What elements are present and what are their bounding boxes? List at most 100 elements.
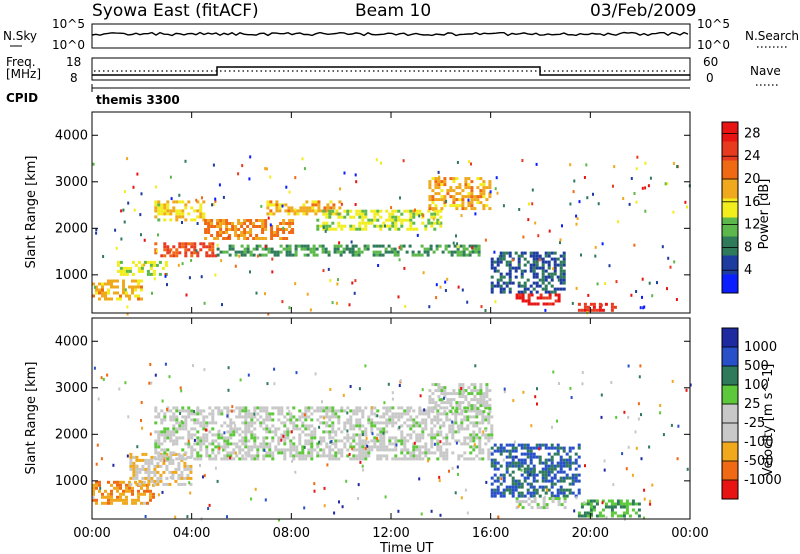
echo-cell xyxy=(141,476,145,480)
echo-cell xyxy=(153,470,157,474)
echo-cell xyxy=(364,446,367,450)
echo-cell xyxy=(388,212,392,216)
echo-cell xyxy=(466,424,470,428)
echo-cell xyxy=(140,285,143,289)
echo-cell xyxy=(554,293,558,297)
echo-cell xyxy=(388,409,392,413)
echo-cell xyxy=(431,392,435,396)
echo-cell xyxy=(175,409,179,413)
echo-cell xyxy=(134,263,138,267)
echo-cell xyxy=(648,281,651,285)
echo-cell xyxy=(305,212,309,216)
echo-cell xyxy=(178,215,182,219)
echo-cell xyxy=(101,495,104,499)
echo-cell xyxy=(481,412,485,416)
echo-cell xyxy=(208,245,212,249)
echo-cell xyxy=(470,404,474,408)
echo-cell xyxy=(169,476,172,479)
echo-cell xyxy=(485,198,489,202)
echo-cell xyxy=(424,442,428,446)
echo-cell xyxy=(298,436,302,440)
echo-cell xyxy=(143,492,146,496)
echo-cell xyxy=(423,250,427,254)
echo-cell xyxy=(193,209,197,213)
echo-cell xyxy=(157,454,161,458)
echo-cell xyxy=(258,253,262,257)
echo-cell xyxy=(238,415,242,419)
echo-cell xyxy=(265,167,268,171)
echo-cell xyxy=(95,231,98,235)
echo-cell xyxy=(328,445,332,449)
echo-cell xyxy=(131,489,134,493)
echo-cell xyxy=(131,260,135,264)
echo-cell xyxy=(165,476,169,480)
echo-cell xyxy=(417,250,421,254)
echo-cell xyxy=(334,430,338,434)
echo-cell xyxy=(514,461,518,465)
echo-cell xyxy=(342,250,346,254)
echo-cell xyxy=(125,266,129,270)
echo-cell xyxy=(573,509,576,513)
echo-cell xyxy=(211,418,215,422)
echo-cell xyxy=(532,260,536,264)
echo-cell xyxy=(334,439,338,443)
echo-cell xyxy=(163,436,167,440)
echo-cell xyxy=(490,266,494,270)
echo-cell xyxy=(499,491,503,495)
echo-cell xyxy=(388,439,392,443)
echo-cell xyxy=(107,282,110,286)
echo-cell xyxy=(341,505,344,509)
echo-cell xyxy=(415,439,419,443)
echo-cell xyxy=(439,448,443,452)
echo-cell xyxy=(428,204,432,208)
echo-cell xyxy=(168,461,172,465)
echo-cell xyxy=(394,227,398,231)
echo-cell xyxy=(458,183,462,187)
echo-cell xyxy=(115,246,118,250)
echo-cell xyxy=(505,461,509,465)
echo-cell xyxy=(261,228,265,231)
echo-cell xyxy=(187,409,191,413)
echo-cell xyxy=(309,308,312,312)
echo-cell xyxy=(613,502,617,506)
echo-cell xyxy=(406,451,410,455)
echo-cell xyxy=(196,251,200,255)
echo-cell xyxy=(95,291,98,295)
echo-cell xyxy=(433,436,437,440)
echo-cell xyxy=(346,454,350,458)
echo-cell xyxy=(244,418,248,422)
echo-cell xyxy=(225,437,228,441)
echo-cell xyxy=(204,222,208,225)
echo-cell xyxy=(493,479,497,483)
echo-cell xyxy=(522,235,525,239)
echo-cell xyxy=(666,287,668,291)
echo-cell xyxy=(222,448,225,452)
echo-cell xyxy=(490,275,494,279)
echo-cell xyxy=(437,180,441,184)
echo-cell xyxy=(171,458,175,462)
echo-cell xyxy=(415,448,419,452)
echo-cell xyxy=(352,409,356,413)
echo-cell xyxy=(138,482,142,486)
echo-cell xyxy=(266,206,270,210)
echo-cell xyxy=(313,482,316,486)
echo-cell xyxy=(385,454,389,458)
echo-cell xyxy=(166,433,170,437)
echo-cell xyxy=(131,501,134,505)
echo-cell xyxy=(137,495,140,499)
echo-cell xyxy=(248,177,251,181)
echo-cell xyxy=(172,439,176,443)
echo-cell xyxy=(157,436,161,440)
cpid-label: CPID xyxy=(6,91,38,105)
echo-cell xyxy=(470,198,474,202)
echo-cell xyxy=(437,198,441,202)
echo-cell xyxy=(499,257,503,261)
echo-cell xyxy=(443,392,447,396)
echo-cell xyxy=(199,206,203,210)
echo-cell xyxy=(520,251,524,255)
echo-cell xyxy=(625,508,629,512)
echo-cell xyxy=(275,203,279,207)
echo-cell xyxy=(431,207,434,211)
echo-cell xyxy=(181,457,185,461)
echo-cell xyxy=(180,476,184,480)
